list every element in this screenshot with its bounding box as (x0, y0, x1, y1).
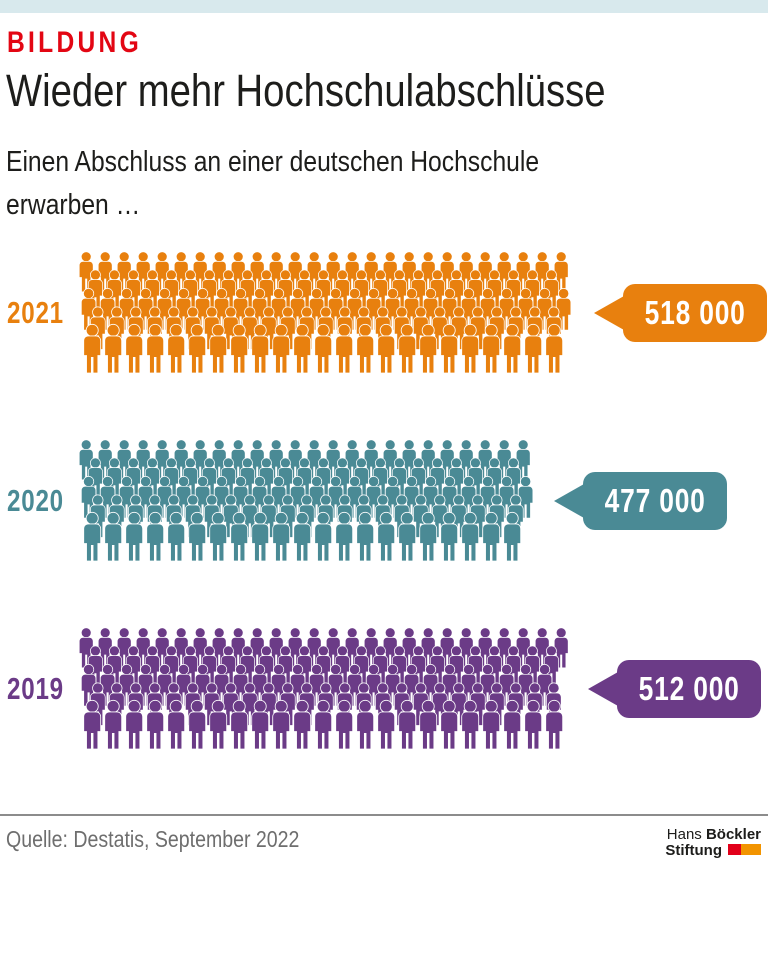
value-callout: 512 000 (588, 660, 761, 718)
page-title-text: Wieder mehr Hochschulabschlüsse (6, 65, 606, 116)
logo-red-square-icon (728, 844, 741, 855)
year-label-text: 2020 (7, 483, 64, 518)
chart-row-2020: 2020 477 000 (0, 439, 768, 563)
source-text: Quelle: Destatis, September 2022 (6, 826, 300, 852)
page-title: Wieder mehr Hochschulabschlüsse (6, 68, 711, 113)
logo-orange-square-icon (741, 844, 761, 855)
hans-boeckler-stiftung-logo: Hans Böckler Stiftung (665, 827, 761, 859)
footer-divider (0, 814, 768, 816)
source-note: Quelle: Destatis, September 2022 (6, 826, 351, 853)
value-label: 512 000 (638, 670, 740, 707)
value-callout: 518 000 (594, 284, 767, 342)
year-label-text: 2021 (7, 295, 64, 330)
subtitle-line-1: Einen Abschluss an einer deutschen Hochs… (6, 146, 540, 178)
crowd-pictogram (78, 439, 534, 562)
subtitle: Einen Abschluss an einer deutschen Hochs… (6, 141, 633, 227)
crowd-pictogram (78, 627, 569, 750)
value-label: 518 000 (644, 294, 746, 331)
kicker-text: BILDUNG (7, 26, 143, 59)
subtitle-line-2: erwarben … (6, 189, 141, 221)
year-label: 2021 (7, 251, 80, 375)
logo-line-1: Hans Böckler (666, 826, 761, 843)
value-label: 477 000 (604, 482, 706, 519)
top-accent-bar (0, 0, 768, 13)
year-label-text: 2019 (7, 671, 64, 706)
year-label: 2020 (7, 439, 80, 563)
chart-row-2019: 2019 512 000 (0, 627, 768, 751)
kicker-category-label: BILDUNG (7, 26, 172, 60)
value-callout: 477 000 (554, 472, 727, 530)
year-label: 2019 (7, 627, 80, 751)
crowd-pictogram (78, 251, 572, 374)
logo-line-2: Stiftung (665, 843, 761, 859)
chart-row-2021: 2021 518 000 (0, 251, 768, 375)
